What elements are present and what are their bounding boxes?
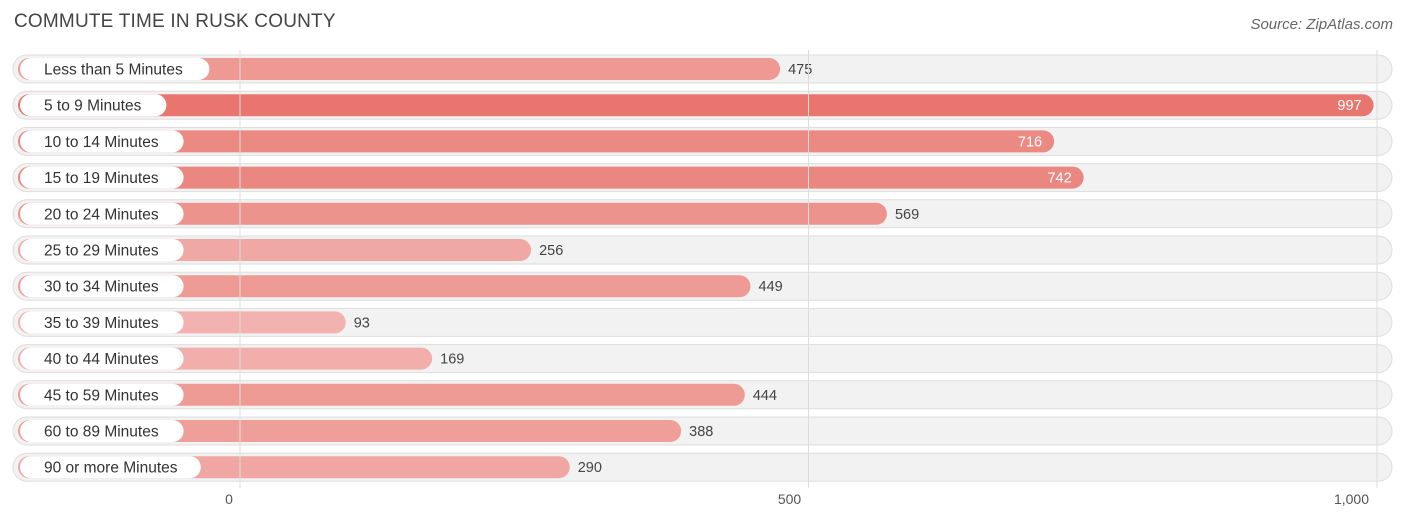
value-label: 742 — [1047, 171, 1071, 187]
value-label: 997 — [1337, 98, 1361, 114]
category-label: 15 to 19 Minutes — [44, 170, 159, 187]
category-label: 20 to 24 Minutes — [44, 206, 159, 223]
x-tick-label: 500 — [778, 491, 802, 507]
category-label: 25 to 29 Minutes — [44, 243, 159, 260]
value-label: 388 — [689, 424, 713, 440]
value-label: 93 — [354, 315, 370, 331]
bar-track — [12, 307, 1393, 337]
category-label-pill — [20, 275, 184, 298]
category-label-pill — [20, 347, 184, 370]
category-label: 30 to 34 Minutes — [44, 279, 159, 296]
gridlines — [239, 50, 1378, 488]
value-label: 449 — [759, 279, 783, 295]
category-label: 90 or more Minutes — [44, 460, 178, 477]
category-label: 45 to 59 Minutes — [44, 387, 159, 404]
category-label-pill — [20, 94, 167, 117]
bar — [18, 166, 1084, 189]
x-axis: 0 500 1,000 — [225, 491, 1369, 507]
category-label: 10 to 14 Minutes — [44, 134, 159, 151]
value-label: 169 — [440, 352, 464, 368]
bar — [18, 94, 1374, 117]
chart-source: Source: ZipAtlas.com — [1250, 16, 1393, 33]
category-label-pill — [20, 456, 201, 479]
category-label-pill — [20, 58, 210, 80]
category-label-pill — [20, 239, 184, 261]
category-label-pill — [20, 311, 184, 334]
value-label: 290 — [578, 460, 602, 476]
category-label: 40 to 44 Minutes — [44, 351, 159, 368]
category-label: 35 to 39 Minutes — [44, 315, 159, 332]
category-label-pill — [20, 202, 184, 225]
bar — [18, 202, 887, 225]
category-label-pill — [20, 383, 184, 406]
bar — [18, 383, 745, 406]
category-label-pill — [20, 130, 184, 153]
bar — [18, 275, 751, 298]
value-label: 569 — [895, 207, 919, 223]
value-label: 256 — [539, 243, 563, 259]
value-label: 475 — [788, 62, 812, 78]
category-label-pill — [20, 166, 184, 189]
x-tick-label: 0 — [225, 491, 233, 507]
x-tick-label: 1,000 — [1334, 491, 1369, 507]
bar — [18, 58, 781, 80]
chart-title: COMMUTE TIME IN RUSK COUNTY — [14, 11, 336, 32]
bar — [18, 420, 682, 442]
category-label: 5 to 9 Minutes — [44, 98, 142, 115]
bar-rows: Less than 5 Minutes 475 5 to 9 Minutes 997 1… — [12, 54, 1393, 482]
category-label: Less than 5 Minutes — [44, 62, 183, 79]
category-label: 60 to 89 Minutes — [44, 424, 159, 441]
value-label: 444 — [753, 388, 777, 404]
category-label-pill — [20, 420, 184, 442]
value-label: 716 — [1018, 134, 1042, 150]
bar — [18, 130, 1055, 153]
